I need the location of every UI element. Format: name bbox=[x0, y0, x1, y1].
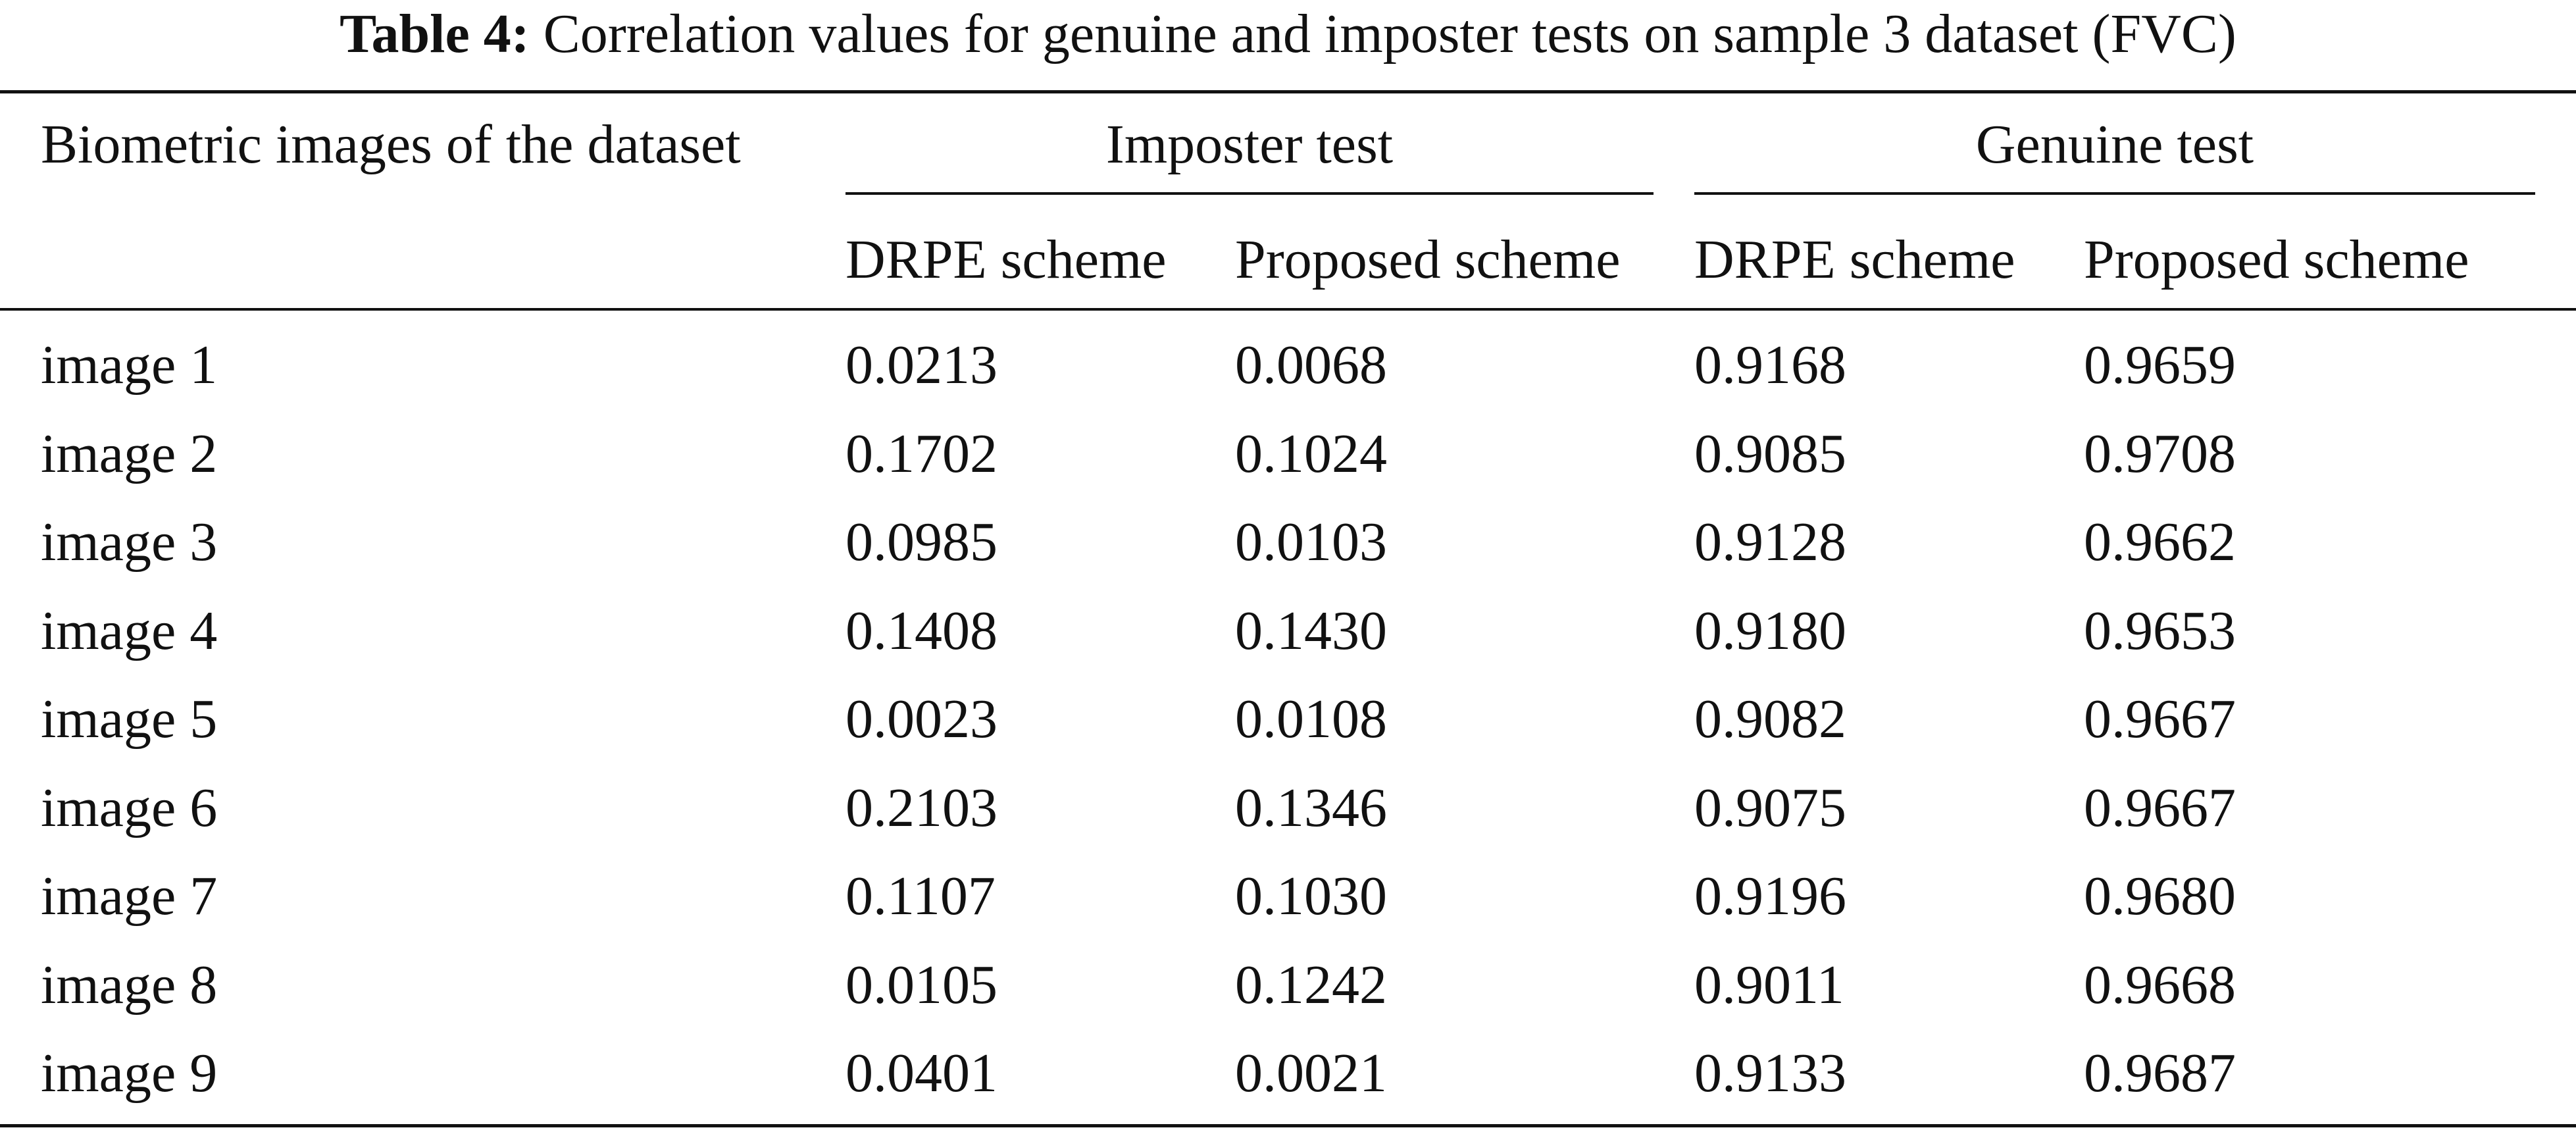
imposter-proposed-header: Proposed scheme bbox=[1235, 229, 1621, 290]
imposter-drpe-header: DRPE scheme bbox=[846, 229, 1167, 290]
genuine-proposed-header: Proposed scheme bbox=[2084, 229, 2469, 290]
imposter-drpe-cell: 0.1408 bbox=[846, 600, 998, 661]
image-name-cell: image 4 bbox=[41, 600, 218, 661]
table-bottom-rule bbox=[0, 1124, 2576, 1127]
imposter-drpe-cell: 0.0105 bbox=[846, 954, 998, 1016]
genuine-proposed-cell: 0.9659 bbox=[2084, 334, 2236, 396]
imposter-proposed-cell: 0.0068 bbox=[1235, 334, 1387, 396]
image-name-cell: image 2 bbox=[41, 423, 218, 484]
imposter-proposed-cell: 0.1346 bbox=[1235, 777, 1387, 838]
genuine-drpe-cell: 0.9180 bbox=[1694, 600, 1846, 661]
table-caption: Table 4: Correlation values for genuine … bbox=[0, 1, 2576, 67]
genuine-drpe-cell: 0.9011 bbox=[1694, 954, 1844, 1016]
genuine-proposed-cell: 0.9667 bbox=[2084, 777, 2236, 838]
genuine-proposed-cell: 0.9708 bbox=[2084, 423, 2236, 484]
table-top-rule bbox=[0, 90, 2576, 93]
genuine-drpe-header: DRPE scheme bbox=[1694, 229, 2015, 290]
row-label-header: Biometric images of the dataset bbox=[41, 114, 741, 175]
imposter-proposed-cell: 0.1024 bbox=[1235, 423, 1387, 484]
image-name-cell: image 1 bbox=[41, 334, 218, 396]
image-name-cell: image 6 bbox=[41, 777, 218, 838]
genuine-drpe-cell: 0.9196 bbox=[1694, 865, 1846, 927]
genuine-drpe-cell: 0.9128 bbox=[1694, 511, 1846, 573]
imposter-drpe-cell: 0.0985 bbox=[846, 511, 998, 573]
imposter-drpe-cell: 0.0023 bbox=[846, 688, 998, 750]
genuine-proposed-cell: 0.9668 bbox=[2084, 954, 2236, 1016]
imposter-proposed-cell: 0.0021 bbox=[1235, 1042, 1387, 1104]
genuine-proposed-cell: 0.9687 bbox=[2084, 1042, 2236, 1104]
image-name-cell: image 8 bbox=[41, 954, 218, 1016]
imposter-drpe-cell: 0.1107 bbox=[846, 865, 996, 927]
genuine-drpe-cell: 0.9168 bbox=[1694, 334, 1846, 396]
genuine-proposed-cell: 0.9680 bbox=[2084, 865, 2236, 927]
image-name-cell: image 5 bbox=[41, 688, 218, 750]
image-name-cell: image 3 bbox=[41, 511, 218, 573]
imposter-group-rule bbox=[846, 192, 1654, 195]
imposter-drpe-cell: 0.2103 bbox=[846, 777, 998, 838]
imposter-group-header: Imposter test bbox=[1105, 114, 1394, 175]
table-caption-text: Correlation values for genuine and impos… bbox=[543, 3, 2236, 64]
genuine-drpe-cell: 0.9133 bbox=[1694, 1042, 1846, 1104]
table-caption-label: Table 4: bbox=[340, 3, 530, 64]
imposter-proposed-cell: 0.0108 bbox=[1235, 688, 1387, 750]
imposter-proposed-cell: 0.0103 bbox=[1235, 511, 1387, 573]
genuine-proposed-cell: 0.9662 bbox=[2084, 511, 2236, 573]
imposter-drpe-cell: 0.0401 bbox=[846, 1042, 998, 1104]
imposter-proposed-cell: 0.1030 bbox=[1235, 865, 1387, 927]
imposter-drpe-cell: 0.1702 bbox=[846, 423, 998, 484]
genuine-proposed-cell: 0.9653 bbox=[2084, 600, 2236, 661]
genuine-group-rule bbox=[1694, 192, 2535, 195]
imposter-proposed-cell: 0.1430 bbox=[1235, 600, 1387, 661]
imposter-drpe-cell: 0.0213 bbox=[846, 334, 998, 396]
genuine-group-header: Genuine test bbox=[1975, 114, 2254, 175]
image-name-cell: image 7 bbox=[41, 865, 218, 927]
genuine-drpe-cell: 0.9082 bbox=[1694, 688, 1846, 750]
image-name-cell: image 9 bbox=[41, 1042, 218, 1104]
imposter-proposed-cell: 0.1242 bbox=[1235, 954, 1387, 1016]
genuine-drpe-cell: 0.9075 bbox=[1694, 777, 1846, 838]
genuine-drpe-cell: 0.9085 bbox=[1694, 423, 1846, 484]
table-header-rule bbox=[0, 308, 2576, 311]
genuine-proposed-cell: 0.9667 bbox=[2084, 688, 2236, 750]
